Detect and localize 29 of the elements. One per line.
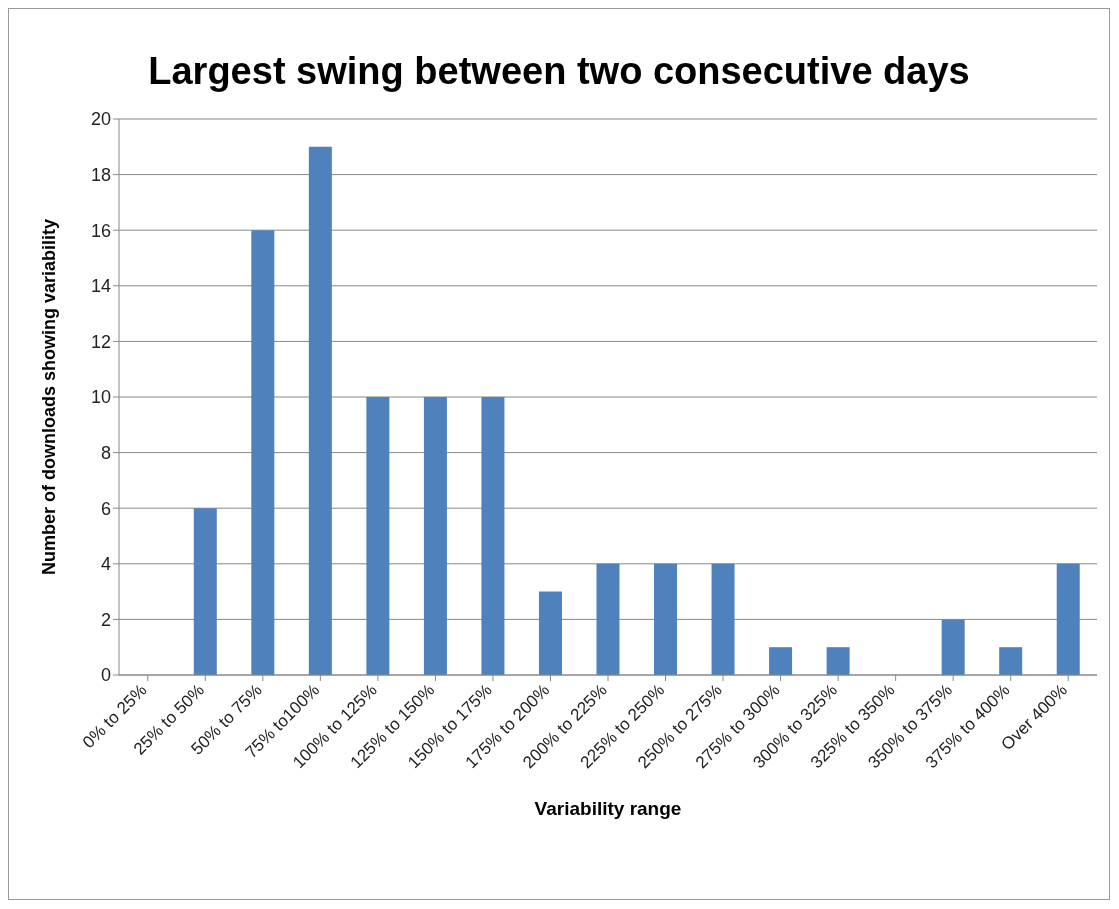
- y-tick-label: 2: [100, 609, 111, 630]
- y-tick-label: 14: [90, 276, 111, 297]
- y-tick-label: 10: [90, 387, 111, 408]
- y-tick-label: 20: [90, 109, 111, 130]
- bar: [999, 647, 1023, 675]
- bar: [654, 563, 678, 675]
- bar: [596, 563, 620, 675]
- bar: [941, 619, 965, 675]
- bar: [481, 397, 505, 675]
- bar: [423, 397, 447, 675]
- y-axis-title: Number of downloads showing variability: [39, 218, 60, 576]
- bar: [1056, 563, 1080, 675]
- chart-title: Largest swing between two consecutive days: [147, 49, 971, 94]
- y-tick-label: 12: [90, 331, 111, 352]
- bar: [308, 146, 332, 675]
- bar: [769, 647, 793, 675]
- y-tick-label: 6: [100, 498, 111, 519]
- bar: [251, 230, 275, 675]
- y-tick-label: 4: [100, 554, 111, 575]
- bar: [538, 591, 562, 675]
- y-tick-label: 8: [100, 442, 111, 463]
- bar: [826, 647, 850, 675]
- y-tick-label: 18: [90, 164, 111, 185]
- x-axis-title: Variability range: [534, 798, 682, 819]
- y-tick-label: 16: [90, 220, 111, 241]
- bar: [711, 563, 735, 675]
- y-tick-label: 0: [100, 665, 111, 686]
- bar: [366, 397, 390, 675]
- bar: [193, 508, 217, 675]
